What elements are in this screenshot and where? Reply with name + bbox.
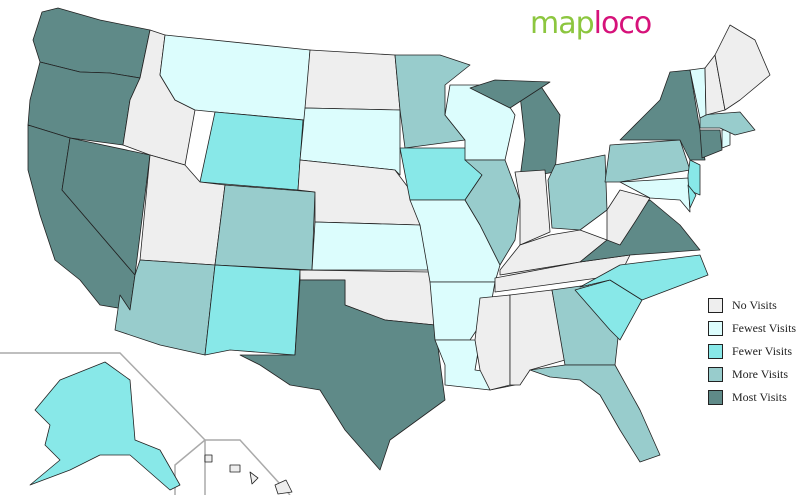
state-shape[interactable] bbox=[579, 254, 709, 301]
state-shape[interactable] bbox=[311, 221, 431, 271]
state-shape[interactable] bbox=[199, 111, 304, 191]
state-shape[interactable] bbox=[469, 79, 551, 109]
legend-label: Fewer Visits bbox=[732, 344, 793, 358]
state-sd[interactable] bbox=[299, 107, 401, 176]
state-ks[interactable] bbox=[311, 221, 431, 271]
state-shape[interactable] bbox=[464, 159, 521, 266]
state-tx[interactable] bbox=[239, 279, 446, 471]
legend-item-none: No Visits bbox=[708, 294, 796, 317]
state-nm[interactable] bbox=[204, 264, 301, 356]
state-shape[interactable] bbox=[214, 184, 316, 271]
state-shape[interactable] bbox=[514, 169, 551, 246]
state-shape[interactable] bbox=[274, 479, 293, 495]
legend-label: More Visits bbox=[732, 367, 789, 381]
legend-item-more: More Visits bbox=[708, 363, 796, 386]
state-ri[interactable] bbox=[721, 129, 731, 149]
state-shape[interactable] bbox=[29, 361, 181, 491]
state-shape[interactable] bbox=[297, 159, 421, 226]
legend-label: Most Visits bbox=[732, 390, 787, 404]
state-shape[interactable] bbox=[699, 129, 723, 159]
legend-swatch bbox=[708, 298, 723, 313]
state-in[interactable] bbox=[514, 169, 551, 246]
state-shape[interactable] bbox=[714, 24, 771, 111]
state-ct[interactable] bbox=[699, 129, 723, 159]
alaska-inset-border bbox=[0, 352, 206, 495]
state-shape[interactable] bbox=[304, 49, 401, 111]
legend-label: No Visits bbox=[732, 298, 777, 312]
state-fl[interactable] bbox=[529, 364, 661, 463]
state-nc[interactable] bbox=[579, 254, 709, 301]
state-shape[interactable] bbox=[529, 364, 661, 463]
state-shape[interactable] bbox=[547, 154, 608, 231]
state-shape[interactable] bbox=[721, 129, 731, 149]
state-shape[interactable] bbox=[204, 264, 301, 356]
state-shape[interactable] bbox=[499, 229, 608, 276]
state-me[interactable] bbox=[714, 24, 771, 111]
state-md[interactable] bbox=[619, 177, 691, 213]
state-oh[interactable] bbox=[547, 154, 608, 231]
state-shape[interactable] bbox=[604, 139, 691, 183]
state-shape[interactable] bbox=[239, 279, 446, 471]
legend-swatch bbox=[708, 321, 723, 336]
state-ne[interactable] bbox=[297, 159, 421, 226]
state-wv[interactable] bbox=[606, 189, 651, 246]
state-ky[interactable] bbox=[499, 229, 608, 276]
state-co[interactable] bbox=[214, 184, 316, 271]
legend-swatch bbox=[708, 367, 723, 382]
state-shape[interactable] bbox=[619, 69, 706, 161]
state-de[interactable] bbox=[687, 184, 697, 209]
state-shape[interactable] bbox=[204, 454, 213, 463]
state-nd[interactable] bbox=[304, 49, 401, 111]
legend-label: Fewest Visits bbox=[732, 321, 797, 335]
state-shape[interactable] bbox=[619, 177, 691, 213]
legend-swatch bbox=[708, 344, 723, 359]
state-shape[interactable] bbox=[606, 189, 651, 246]
state-il[interactable] bbox=[464, 159, 521, 266]
state-shape[interactable] bbox=[699, 111, 756, 136]
legend-item-fewer: Fewer Visits bbox=[708, 340, 796, 363]
maploco-logo: maploco bbox=[530, 6, 652, 41]
state-pa[interactable] bbox=[604, 139, 691, 183]
state-mi[interactable] bbox=[469, 79, 561, 179]
state-shape[interactable] bbox=[687, 184, 697, 209]
state-ny[interactable] bbox=[619, 69, 706, 161]
state-ma[interactable] bbox=[699, 111, 756, 136]
legend-item-most: Most Visits bbox=[708, 386, 796, 409]
state-hi[interactable] bbox=[204, 454, 293, 495]
legend-item-fewest: Fewest Visits bbox=[708, 317, 796, 340]
state-wy[interactable] bbox=[199, 111, 304, 191]
legend: No Visits Fewest Visits Fewer Visits Mor… bbox=[708, 294, 796, 409]
state-shape[interactable] bbox=[229, 464, 241, 473]
legend-swatch bbox=[708, 390, 723, 405]
state-shape[interactable] bbox=[249, 471, 259, 485]
hawaii-inset-border bbox=[174, 439, 291, 495]
state-shape[interactable] bbox=[519, 84, 561, 179]
state-shape[interactable] bbox=[299, 107, 401, 176]
state-ak[interactable] bbox=[29, 361, 181, 491]
